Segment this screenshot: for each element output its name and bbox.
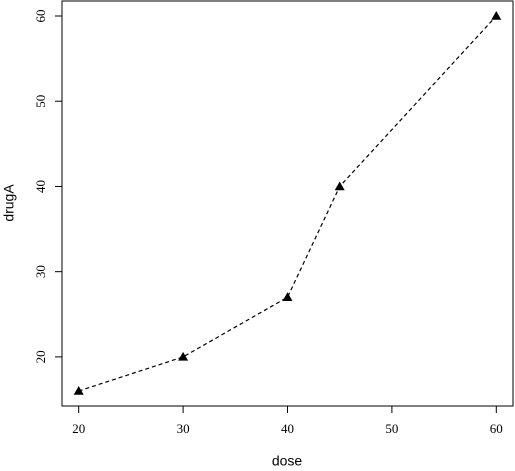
data-line: [78, 15, 497, 392]
y-axis-label: drugA: [1, 184, 17, 222]
y-tick-label: 50: [33, 95, 48, 108]
data-point: [491, 11, 502, 20]
x-tick-label: 50: [385, 421, 398, 436]
x-tick-label: 20: [72, 421, 85, 436]
data-point: [178, 351, 189, 361]
x-axis-label: dose: [272, 453, 303, 469]
y-tick-label: 40: [33, 180, 48, 193]
data-point: [73, 386, 84, 395]
y-tick-label: 30: [33, 265, 48, 278]
data-point: [334, 181, 345, 191]
x-tick-label: 60: [490, 421, 503, 436]
y-tick-label: 20: [33, 350, 48, 363]
y-tick-label: 60: [33, 10, 48, 23]
x-tick-label: 30: [177, 421, 190, 436]
x-tick-label: 40: [281, 421, 294, 436]
data-point: [282, 292, 293, 301]
plot-box: [61, 0, 514, 407]
